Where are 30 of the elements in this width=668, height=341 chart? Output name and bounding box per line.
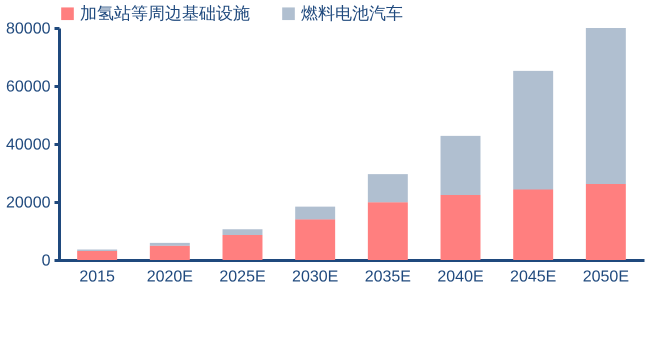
bar xyxy=(77,251,118,260)
bar xyxy=(222,235,262,260)
x-tick-label: 2050E xyxy=(582,268,629,286)
bar xyxy=(150,242,190,246)
x-tick-label: 2030E xyxy=(292,268,338,286)
bar xyxy=(222,229,262,236)
bar xyxy=(368,202,408,260)
y-tick-label: 80000 xyxy=(6,20,51,38)
bar xyxy=(150,246,190,260)
x-tick-label: 2035E xyxy=(364,268,411,286)
x-tick-label: 2045E xyxy=(510,268,556,286)
x-tick-label: 2020E xyxy=(146,268,193,286)
bar xyxy=(440,136,480,196)
x-tick-label: 2040E xyxy=(437,268,484,286)
bar xyxy=(513,70,554,190)
y-tick-label: 40000 xyxy=(6,136,51,154)
y-tick-label: 20000 xyxy=(6,194,51,212)
bar xyxy=(586,28,626,184)
bar xyxy=(586,184,626,260)
bar xyxy=(513,190,554,260)
legend-label: 加氢站等周边基础设施 xyxy=(80,4,250,23)
bar xyxy=(440,195,480,260)
y-tick-label: 60000 xyxy=(6,78,51,96)
bar xyxy=(295,206,336,220)
x-tick-label: 2015 xyxy=(79,268,116,286)
bar xyxy=(368,174,408,202)
x-tick-label: 2025E xyxy=(219,268,266,286)
y-tick-label: 0 xyxy=(42,252,51,270)
legend-label: 燃料电池汽车 xyxy=(301,4,403,23)
bar xyxy=(295,219,336,260)
